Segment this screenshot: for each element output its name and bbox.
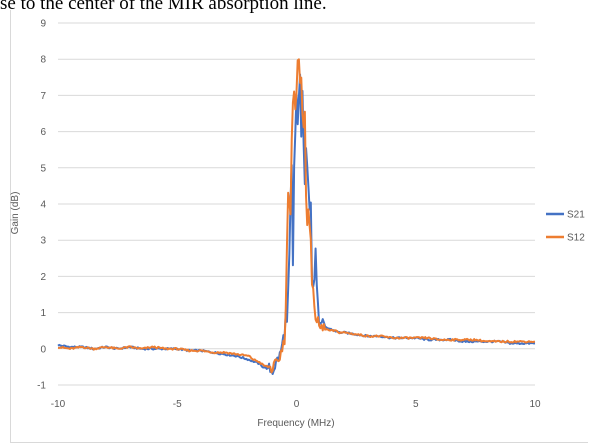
x-tick-labels: -10 -5 0 5 10 (51, 399, 541, 410)
series-line-s12 (57, 58, 536, 374)
y-tick-label: 8 (40, 55, 46, 66)
x-tick-label: -5 (173, 399, 182, 410)
x-tick-label: -10 (51, 399, 66, 410)
y-tick-label: 2 (40, 272, 46, 283)
y-tick-label: 4 (40, 200, 46, 211)
y-tick-label: 5 (40, 163, 46, 174)
series-line-s21 (57, 73, 536, 376)
x-tick-label: 10 (529, 399, 541, 410)
y-axis-title: Gain (dB) (10, 192, 21, 235)
y-tick-label: -1 (37, 381, 46, 392)
legend: S21 S12 (546, 210, 585, 244)
legend-label-s12: S12 (567, 233, 585, 244)
x-axis-title: Frequency (MHz) (257, 418, 334, 429)
y-tick-label: 0 (40, 344, 46, 355)
y-tick-label: 7 (40, 91, 46, 102)
y-tick-label: 3 (40, 236, 46, 247)
y-tick-label: 9 (40, 19, 46, 30)
caption-text: se to the center of the MIR absorption l… (0, 0, 327, 14)
x-tick-label: 0 (294, 399, 300, 410)
y-tick-label: 1 (40, 308, 46, 319)
series-lines (57, 58, 536, 376)
chart-frame (10, 10, 588, 443)
gridlines (58, 22, 535, 386)
y-tick-labels: -1 0 1 2 3 4 5 6 7 8 9 (37, 19, 46, 392)
x-tick-label: 5 (413, 399, 419, 410)
y-tick-label: 6 (40, 127, 46, 138)
legend-label-s21: S21 (567, 210, 585, 221)
